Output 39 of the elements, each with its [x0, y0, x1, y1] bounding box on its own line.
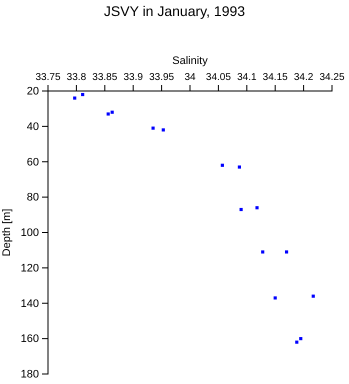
- y-tick-label: 100: [20, 227, 39, 240]
- y-tick-label: 180: [20, 368, 39, 381]
- point: [255, 206, 259, 210]
- point: [110, 110, 114, 114]
- point: [238, 165, 241, 169]
- x-tick-label: 33.85: [92, 72, 118, 83]
- point: [152, 126, 155, 130]
- point: [284, 250, 288, 254]
- y-tick-label: 20: [26, 86, 39, 98]
- point: [312, 294, 315, 298]
- y-tick-label: 60: [26, 156, 39, 168]
- y-tick-label: 140: [20, 298, 39, 310]
- point: [106, 112, 110, 116]
- x-tick-label: 33.95: [149, 72, 175, 83]
- y-tick-label: 120: [20, 262, 39, 274]
- point: [81, 92, 84, 96]
- point: [240, 208, 243, 212]
- x-tick-label: 34.15: [262, 72, 288, 83]
- x-tick-label: 34.25: [319, 72, 345, 83]
- chart-title: JSVY in January, 1993: [104, 3, 246, 19]
- point: [299, 337, 302, 340]
- y-tick-label: 40: [26, 120, 39, 133]
- x-tick-label: 33.8: [66, 72, 87, 83]
- x-tick-label: 34: [184, 72, 196, 83]
- point: [261, 250, 264, 254]
- x-tick-label: 34.1: [237, 72, 257, 83]
- y-tick-label: 160: [20, 333, 39, 346]
- point: [295, 340, 298, 344]
- x-tick-label: 34.05: [206, 72, 232, 83]
- point: [274, 296, 277, 300]
- x-tick-label: 34.2: [294, 72, 314, 83]
- y-tick-label: 80: [26, 192, 39, 204]
- x-tick-label: 33.9: [123, 72, 144, 83]
- x-axis-title: Salinity: [172, 55, 208, 67]
- point: [73, 96, 76, 100]
- point: [162, 128, 165, 132]
- point: [220, 164, 224, 167]
- x-tick-label: 33.75: [35, 72, 61, 83]
- y-axis-title: Depth [m]: [1, 208, 13, 256]
